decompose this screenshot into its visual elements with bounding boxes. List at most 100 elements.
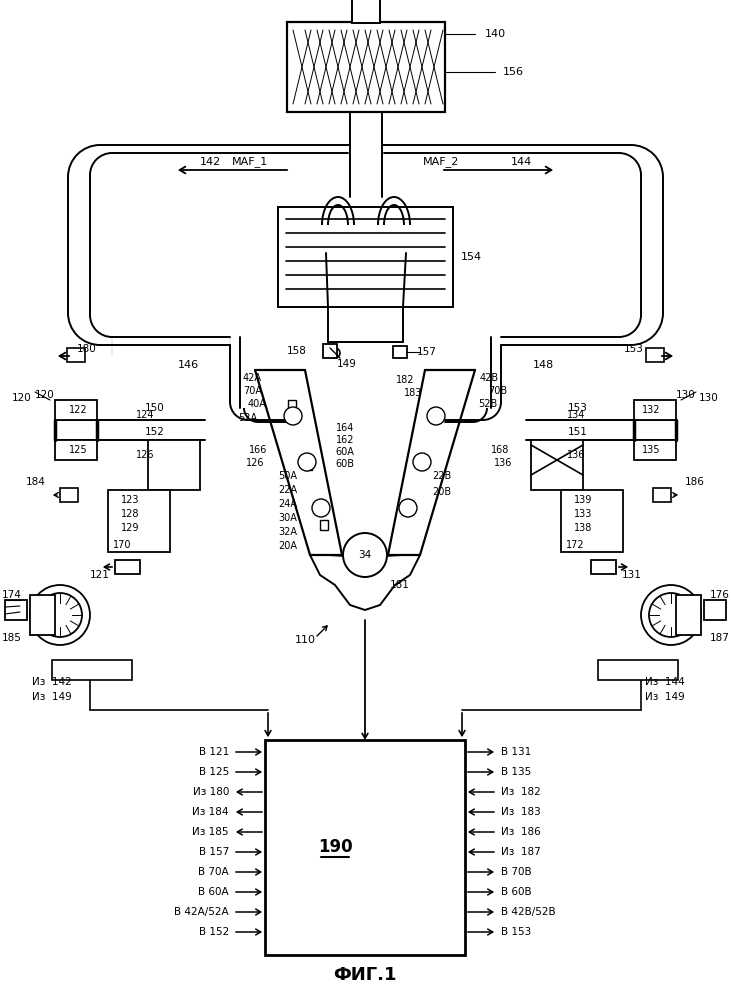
Text: 52A: 52A <box>238 413 257 423</box>
Text: 30A: 30A <box>278 513 297 523</box>
Text: 50A: 50A <box>278 471 297 481</box>
Circle shape <box>343 533 387 577</box>
Text: 120: 120 <box>12 393 32 403</box>
Text: 131: 131 <box>622 570 642 580</box>
Text: 146: 146 <box>178 360 199 370</box>
Text: Из  186: Из 186 <box>501 827 541 837</box>
Text: 162: 162 <box>336 435 355 445</box>
Text: 184: 184 <box>26 477 46 487</box>
Text: 174: 174 <box>2 590 22 600</box>
Text: 186: 186 <box>685 477 705 487</box>
Text: 128: 128 <box>121 509 139 519</box>
Text: 20B: 20B <box>432 487 451 497</box>
Text: 34: 34 <box>358 550 371 560</box>
Text: 121: 121 <box>90 570 110 580</box>
Circle shape <box>413 453 431 471</box>
Circle shape <box>427 407 445 425</box>
Bar <box>320 520 328 530</box>
Text: 32A: 32A <box>278 527 297 537</box>
Circle shape <box>298 453 316 471</box>
Text: 185: 185 <box>2 633 22 643</box>
Text: 153: 153 <box>568 403 588 413</box>
Text: В 131: В 131 <box>501 747 531 757</box>
Text: Из  183: Из 183 <box>501 807 541 817</box>
Text: 70A: 70A <box>243 386 262 396</box>
Bar <box>5 600 27 620</box>
Text: 139: 139 <box>574 495 592 505</box>
Bar <box>265 740 465 955</box>
Text: Из 180: Из 180 <box>193 787 229 797</box>
Text: 60A: 60A <box>336 447 355 457</box>
Text: 157: 157 <box>417 347 437 357</box>
Bar <box>304 460 312 470</box>
Text: 150: 150 <box>145 403 165 413</box>
Text: 130: 130 <box>676 390 696 400</box>
Text: Из  149: Из 149 <box>32 692 72 702</box>
Text: 144: 144 <box>510 157 531 167</box>
Text: 164: 164 <box>336 423 355 433</box>
Text: В 152: В 152 <box>199 927 229 937</box>
Bar <box>163 445 193 475</box>
Text: 110: 110 <box>295 635 316 645</box>
Text: В 125: В 125 <box>199 767 229 777</box>
Text: 124: 124 <box>136 410 154 420</box>
Text: В 70А: В 70А <box>198 867 229 877</box>
Text: 70B: 70B <box>488 386 507 396</box>
Text: В 121: В 121 <box>199 747 229 757</box>
Text: 122: 122 <box>69 405 87 415</box>
Text: Из  142: Из 142 <box>32 677 72 687</box>
Text: 156: 156 <box>502 67 523 77</box>
Text: 136: 136 <box>567 450 586 460</box>
Text: 187: 187 <box>710 633 730 643</box>
Text: 133: 133 <box>574 509 592 519</box>
Text: В 157: В 157 <box>199 847 229 857</box>
Text: 134: 134 <box>567 410 586 420</box>
Bar <box>55 440 97 460</box>
Bar <box>60 488 78 502</box>
Text: 125: 125 <box>69 445 87 455</box>
Text: Из  182: Из 182 <box>501 787 541 797</box>
Text: 42A: 42A <box>243 373 262 383</box>
Text: 170: 170 <box>113 540 132 550</box>
Text: 183: 183 <box>404 388 423 398</box>
Text: 154: 154 <box>461 252 482 262</box>
Text: 181: 181 <box>390 580 410 590</box>
Text: MAF_2: MAF_2 <box>423 157 459 168</box>
Bar <box>148 440 200 490</box>
Bar <box>704 600 726 620</box>
Text: 130: 130 <box>699 393 719 403</box>
Bar <box>598 660 678 680</box>
Bar <box>30 595 55 635</box>
Text: 168: 168 <box>491 445 510 455</box>
Bar <box>531 440 583 490</box>
Text: 140: 140 <box>485 29 506 39</box>
Circle shape <box>284 407 302 425</box>
Text: 172: 172 <box>566 540 584 550</box>
Bar <box>561 490 623 552</box>
Text: ФИГ.1: ФИГ.1 <box>333 966 397 984</box>
Bar <box>288 400 296 410</box>
Text: 60B: 60B <box>336 459 355 469</box>
Text: 129: 129 <box>121 523 139 533</box>
Text: 153: 153 <box>624 344 644 354</box>
Text: 120: 120 <box>35 390 55 400</box>
Text: 123: 123 <box>121 495 139 505</box>
Bar <box>352 0 380 23</box>
Text: 22A: 22A <box>278 485 297 495</box>
Text: В 42В/52В: В 42В/52В <box>501 907 556 917</box>
Text: В 135: В 135 <box>501 767 531 777</box>
Text: 151: 151 <box>568 427 588 437</box>
Text: 166: 166 <box>249 445 268 455</box>
Bar <box>52 660 132 680</box>
Text: В 60В: В 60В <box>501 887 531 897</box>
Text: В 70В: В 70В <box>501 867 531 877</box>
Circle shape <box>312 499 330 517</box>
Bar <box>108 490 170 552</box>
Bar <box>653 488 671 502</box>
Text: 152: 152 <box>145 427 165 437</box>
Text: 132: 132 <box>642 405 660 415</box>
Text: 142: 142 <box>200 157 221 167</box>
Text: Из  149: Из 149 <box>645 692 685 702</box>
Bar <box>676 595 701 635</box>
Text: 126: 126 <box>246 458 264 468</box>
